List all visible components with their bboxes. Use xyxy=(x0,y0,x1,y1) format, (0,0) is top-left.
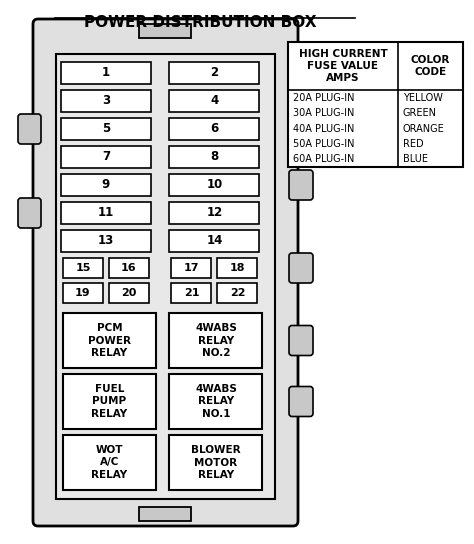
Text: 13: 13 xyxy=(98,234,114,248)
Bar xyxy=(63,283,103,303)
Text: FUEL
PUMP
RELAY: FUEL PUMP RELAY xyxy=(91,384,128,419)
Text: 16: 16 xyxy=(121,263,137,273)
Bar xyxy=(170,62,259,84)
Text: 1: 1 xyxy=(102,66,110,79)
Text: BLUE: BLUE xyxy=(403,154,428,164)
Text: YELLOW: YELLOW xyxy=(403,92,443,103)
Bar xyxy=(170,313,263,368)
Text: 2: 2 xyxy=(210,66,219,79)
Bar xyxy=(139,507,191,521)
FancyBboxPatch shape xyxy=(289,86,313,116)
Bar xyxy=(61,146,151,168)
Text: 9: 9 xyxy=(102,178,110,191)
Bar xyxy=(61,174,151,196)
Text: 6: 6 xyxy=(210,122,219,135)
Bar xyxy=(170,174,259,196)
Bar xyxy=(63,435,156,490)
FancyBboxPatch shape xyxy=(289,386,313,417)
Text: 7: 7 xyxy=(102,151,110,164)
Bar xyxy=(218,283,257,303)
Text: BLOWER
MOTOR
RELAY: BLOWER MOTOR RELAY xyxy=(191,445,241,480)
Text: 18: 18 xyxy=(230,263,245,273)
FancyBboxPatch shape xyxy=(33,19,298,526)
Bar xyxy=(170,435,263,490)
Text: 19: 19 xyxy=(75,288,91,298)
Text: HIGH CURRENT
FUSE VALUE
AMPS: HIGH CURRENT FUSE VALUE AMPS xyxy=(299,48,387,83)
Bar xyxy=(109,283,149,303)
Text: 21: 21 xyxy=(184,288,199,298)
Text: 3: 3 xyxy=(102,95,110,108)
Text: POWER DISTRIBUTION BOX: POWER DISTRIBUTION BOX xyxy=(84,15,316,30)
Text: GREEN: GREEN xyxy=(403,108,437,118)
Text: WOT
A/C
RELAY: WOT A/C RELAY xyxy=(91,445,128,480)
Text: PCM
POWER
RELAY: PCM POWER RELAY xyxy=(88,323,131,358)
Bar xyxy=(139,24,191,38)
Bar xyxy=(56,54,275,499)
Text: 50A PLUG-IN: 50A PLUG-IN xyxy=(293,139,355,149)
Text: 4: 4 xyxy=(210,95,219,108)
Bar xyxy=(170,230,259,252)
FancyBboxPatch shape xyxy=(289,170,313,200)
Text: 4WABS
RELAY
NO.2: 4WABS RELAY NO.2 xyxy=(195,323,237,358)
Bar xyxy=(61,230,151,252)
Bar xyxy=(63,374,156,429)
Text: 17: 17 xyxy=(184,263,199,273)
FancyBboxPatch shape xyxy=(289,253,313,283)
Text: 40A PLUG-IN: 40A PLUG-IN xyxy=(293,123,355,133)
Bar xyxy=(170,90,259,112)
Bar xyxy=(61,62,151,84)
Text: 10: 10 xyxy=(206,178,223,191)
Text: 5: 5 xyxy=(102,122,110,135)
Text: COLOR
CODE: COLOR CODE xyxy=(411,55,450,77)
FancyBboxPatch shape xyxy=(18,114,41,144)
Text: 8: 8 xyxy=(210,151,219,164)
Bar xyxy=(63,258,103,278)
Text: 20A PLUG-IN: 20A PLUG-IN xyxy=(293,92,355,103)
Bar xyxy=(170,202,259,224)
Bar xyxy=(61,90,151,112)
Text: 30A PLUG-IN: 30A PLUG-IN xyxy=(293,108,355,118)
FancyBboxPatch shape xyxy=(18,198,41,228)
Bar xyxy=(61,118,151,140)
Bar xyxy=(170,118,259,140)
Text: 12: 12 xyxy=(206,207,223,219)
Text: 22: 22 xyxy=(230,288,245,298)
Bar xyxy=(170,374,263,429)
Text: 20: 20 xyxy=(121,288,137,298)
Text: 15: 15 xyxy=(75,263,91,273)
Text: 4WABS
RELAY
NO.1: 4WABS RELAY NO.1 xyxy=(195,384,237,419)
Text: 11: 11 xyxy=(98,207,114,219)
Text: 60A PLUG-IN: 60A PLUG-IN xyxy=(293,154,355,164)
Bar xyxy=(170,146,259,168)
Bar xyxy=(172,258,211,278)
Text: ORANGE: ORANGE xyxy=(403,123,445,133)
Bar xyxy=(172,283,211,303)
FancyBboxPatch shape xyxy=(289,325,313,355)
Bar xyxy=(109,258,149,278)
Bar xyxy=(288,42,463,167)
Bar xyxy=(218,258,257,278)
Text: 14: 14 xyxy=(206,234,223,248)
Bar xyxy=(63,313,156,368)
Bar xyxy=(61,202,151,224)
Text: RED: RED xyxy=(403,139,424,149)
